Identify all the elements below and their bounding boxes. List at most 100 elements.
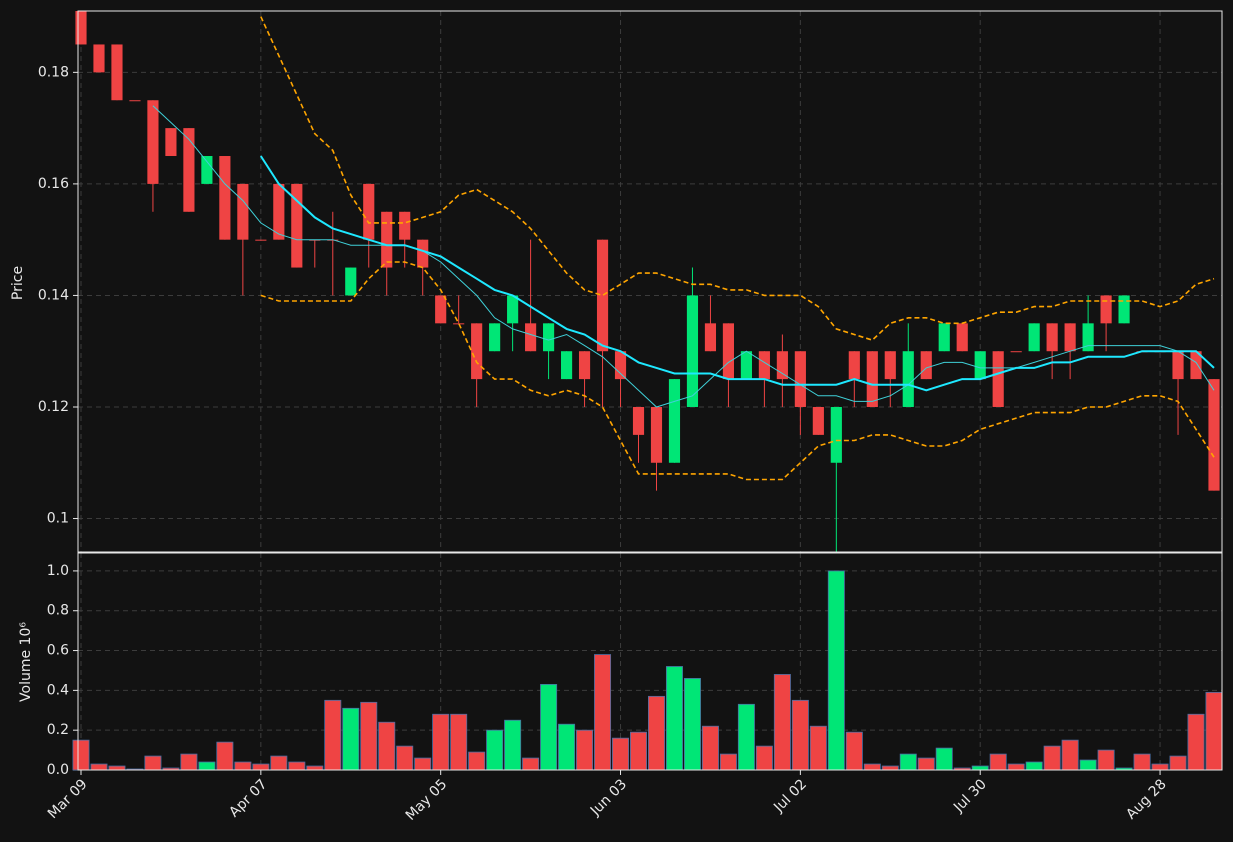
volume-bar [917, 757, 935, 771]
candle-body [75, 11, 87, 45]
volume-bar [522, 757, 540, 771]
volume-bar [198, 761, 216, 771]
volume-bar [1007, 763, 1025, 771]
volume-bar [1151, 763, 1169, 771]
volume-bar [1079, 759, 1097, 771]
candle-body [237, 183, 249, 240]
candle-body [399, 211, 411, 240]
candle-body [668, 379, 681, 463]
volume-bar [1043, 745, 1061, 771]
volume-bar [630, 731, 648, 771]
volume-bar [252, 763, 270, 771]
candle-body [560, 351, 573, 380]
volume-bar [755, 745, 773, 771]
indicator-line [152, 105, 1215, 408]
y2-tick-label: 0.8 [47, 603, 69, 619]
y-tick-label: 0.18 [38, 64, 69, 80]
y-tick-label: 0.12 [38, 399, 69, 415]
candle-body [686, 295, 699, 407]
candle-body [1100, 295, 1112, 324]
candle-body [974, 351, 986, 380]
candle-body [848, 351, 860, 380]
candle-body [363, 183, 375, 240]
candle-body [1172, 351, 1184, 380]
candle-body [129, 100, 141, 102]
candle-body [578, 351, 591, 380]
volume-bar [144, 755, 162, 771]
candle-body [740, 351, 752, 380]
candle-body [992, 351, 1004, 407]
candle-body [596, 239, 609, 352]
y2-tick-label: 0.4 [47, 682, 69, 698]
candle-body [291, 183, 303, 268]
candle-body [812, 406, 824, 435]
candle-body [507, 295, 519, 324]
volume-bar [1187, 713, 1205, 771]
candle-body [417, 239, 429, 268]
y-axis-label: Price [10, 266, 26, 300]
candle-body [111, 44, 123, 101]
volume-bar [1097, 749, 1115, 771]
candle-body [93, 44, 105, 73]
volume-bar [90, 763, 108, 771]
volume-bar [683, 678, 701, 771]
candle-body [381, 211, 393, 268]
volume-bar [72, 739, 90, 771]
volume-bar [558, 723, 576, 771]
candle-body [453, 323, 465, 325]
candle-body [543, 323, 555, 352]
volume-bar [594, 654, 612, 771]
volume-bar [360, 701, 378, 771]
candle-body [1190, 351, 1202, 380]
volume-bar [414, 757, 432, 771]
indicator-line [260, 16, 1215, 342]
volume-bar [180, 753, 198, 771]
volume-bar [396, 745, 414, 771]
volume-bar [899, 753, 917, 771]
candle-body [1208, 379, 1220, 491]
volume-bar [378, 721, 396, 771]
candle-body [884, 351, 896, 380]
candle-body [201, 156, 213, 184]
candle-body [830, 406, 842, 463]
candle-body [956, 323, 968, 352]
candle-body [1064, 323, 1076, 352]
y-tick-label: 0.1 [47, 511, 69, 527]
candle-body [1082, 323, 1094, 352]
volume-bar [1025, 761, 1043, 771]
price-panel-frame [77, 10, 1223, 553]
candle-body [1028, 323, 1040, 352]
volume-bar [234, 761, 252, 771]
volume-bar [1205, 691, 1223, 771]
volume-bar [324, 699, 342, 771]
volume-bar [701, 725, 719, 771]
volume-bar [845, 731, 863, 771]
volume-bar [881, 765, 899, 771]
volume-bar [971, 765, 989, 771]
volume-bar [486, 729, 504, 771]
volume-bar [989, 753, 1007, 771]
candle-body [938, 323, 950, 352]
candle-body [794, 351, 806, 407]
y2-tick-label: 0.0 [47, 762, 69, 778]
candle-body [902, 351, 914, 407]
y-tick-label: 0.16 [38, 176, 69, 192]
volume-bar [647, 695, 665, 771]
candle-body [1010, 351, 1022, 353]
volume-bar [1061, 739, 1079, 771]
volume-bar [432, 713, 450, 771]
candle-body [650, 406, 663, 463]
volume-bar [306, 765, 324, 771]
y2-tick-label: 0.2 [47, 722, 69, 738]
volume-bar [719, 753, 737, 771]
candle-body [704, 323, 717, 352]
indicator-line [260, 261, 1215, 481]
volume-bar [576, 729, 594, 771]
candle-body [758, 351, 770, 380]
volume-bar [827, 570, 845, 771]
candle-body [614, 351, 627, 380]
candle-body [435, 295, 447, 324]
